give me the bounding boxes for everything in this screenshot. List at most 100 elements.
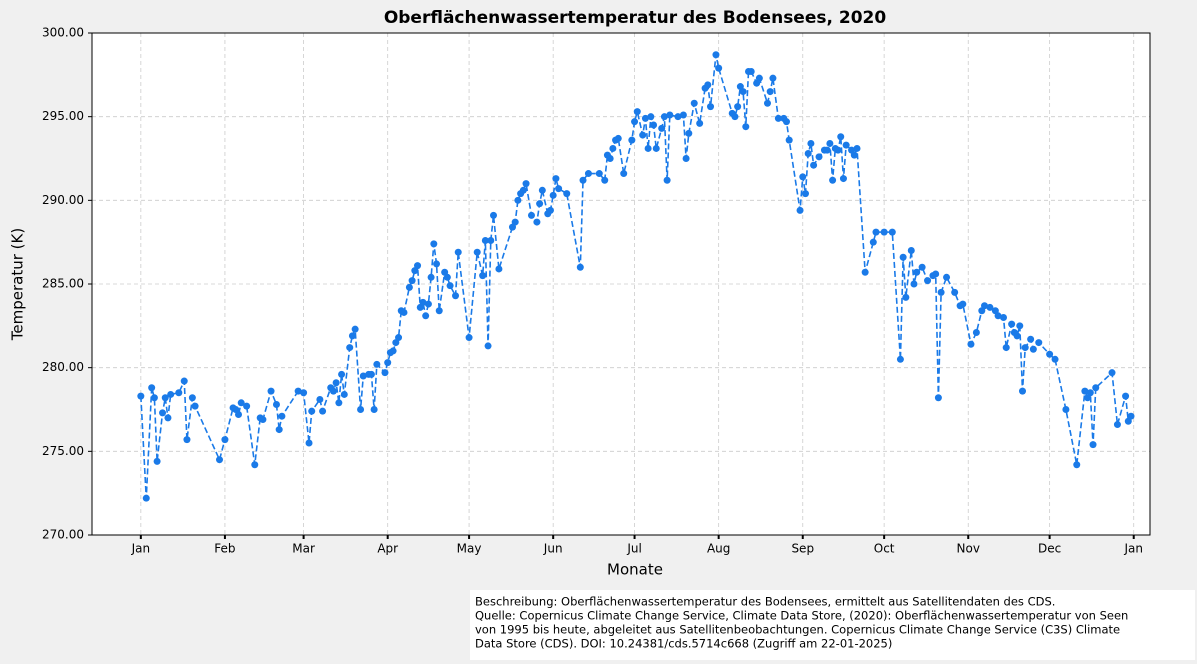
data-point: [633, 108, 641, 116]
data-point: [465, 334, 473, 342]
data-point: [424, 300, 432, 308]
data-point: [1062, 406, 1070, 413]
data-point: [183, 436, 191, 444]
data-point: [869, 238, 877, 246]
data-point: [839, 175, 847, 183]
data-point: [1127, 412, 1135, 420]
data-point: [986, 303, 994, 311]
data-point: [319, 407, 327, 415]
x-tick-label: Jul: [626, 542, 641, 556]
data-point: [161, 394, 169, 402]
data-point: [799, 173, 807, 181]
data-point: [1016, 322, 1024, 330]
data-point: [652, 144, 660, 152]
data-point: [609, 144, 617, 152]
data-point: [454, 248, 462, 256]
data-point: [384, 359, 392, 367]
data-point: [707, 103, 715, 111]
data-point: [658, 124, 666, 132]
data-point: [419, 298, 427, 306]
x-tick-label: Jan: [1123, 542, 1143, 556]
data-point: [641, 114, 649, 122]
x-tick-label: Nov: [957, 542, 980, 556]
data-point: [660, 113, 668, 121]
x-tick-label: Mar: [292, 542, 315, 556]
data-point: [981, 302, 989, 310]
note-line: Quelle: Copernicus Climate Change Servic…: [475, 609, 1128, 623]
data-point: [810, 161, 818, 169]
data-point: [191, 402, 199, 410]
data-point: [294, 387, 302, 395]
data-point: [275, 426, 283, 434]
data-point: [340, 390, 348, 398]
data-point: [663, 176, 671, 184]
data-point: [853, 144, 861, 152]
data-point: [766, 88, 774, 96]
y-tick-label: 275.00: [42, 444, 84, 458]
data-point: [1086, 389, 1094, 397]
data-point: [395, 334, 403, 342]
data-point: [1051, 355, 1059, 363]
data-point: [533, 218, 541, 226]
data-point: [782, 118, 790, 126]
data-point: [216, 456, 224, 464]
data-point: [348, 332, 356, 340]
data-point: [628, 136, 636, 144]
data-point: [159, 409, 167, 417]
data-point: [899, 253, 907, 261]
data-point: [682, 155, 690, 162]
data-point: [888, 228, 896, 236]
data-point: [563, 190, 571, 198]
data-point: [763, 99, 771, 107]
data-point: [910, 280, 918, 288]
data-point: [747, 67, 755, 75]
data-point: [137, 392, 145, 400]
data-point: [514, 196, 522, 204]
data-point: [433, 260, 441, 268]
x-tick-label: Feb: [214, 542, 235, 556]
x-tick-label: Sep: [791, 542, 814, 556]
data-point: [538, 186, 546, 194]
note-line: Beschreibung: Oberflächenwassertemperatu…: [475, 595, 1055, 609]
data-point: [804, 149, 812, 157]
y-tick-label: 280.00: [42, 360, 84, 374]
data-point: [346, 344, 354, 352]
data-point: [278, 412, 286, 420]
data-point: [405, 283, 413, 291]
data-point: [584, 170, 592, 178]
data-point: [861, 268, 869, 276]
data-point: [913, 268, 921, 276]
data-point: [519, 186, 527, 194]
data-point: [552, 175, 560, 183]
data-point: [546, 206, 554, 214]
data-point: [951, 288, 959, 296]
data-point: [631, 118, 639, 126]
data-point: [1027, 335, 1035, 343]
y-tick-label: 270.00: [42, 528, 84, 542]
data-point: [495, 265, 503, 273]
data-point: [479, 272, 487, 280]
data-point: [522, 180, 530, 188]
data-point: [443, 273, 451, 281]
data-point: [704, 81, 712, 89]
data-point: [690, 99, 698, 107]
data-point: [774, 114, 782, 122]
data-point: [650, 121, 658, 129]
data-point: [259, 416, 267, 424]
data-point: [842, 141, 850, 149]
data-point: [801, 190, 809, 198]
data-point: [243, 402, 251, 410]
data-point: [994, 312, 1002, 320]
data-point: [834, 146, 842, 154]
data-point: [712, 51, 720, 59]
data-point: [221, 436, 229, 444]
data-point: [674, 113, 682, 121]
x-tick-label: Aug: [707, 542, 730, 556]
data-point: [614, 134, 622, 142]
data-point: [1092, 384, 1100, 392]
data-point: [1029, 345, 1037, 353]
data-point: [481, 236, 489, 244]
data-point: [924, 277, 932, 285]
data-point: [389, 347, 397, 355]
data-point: [267, 387, 275, 395]
